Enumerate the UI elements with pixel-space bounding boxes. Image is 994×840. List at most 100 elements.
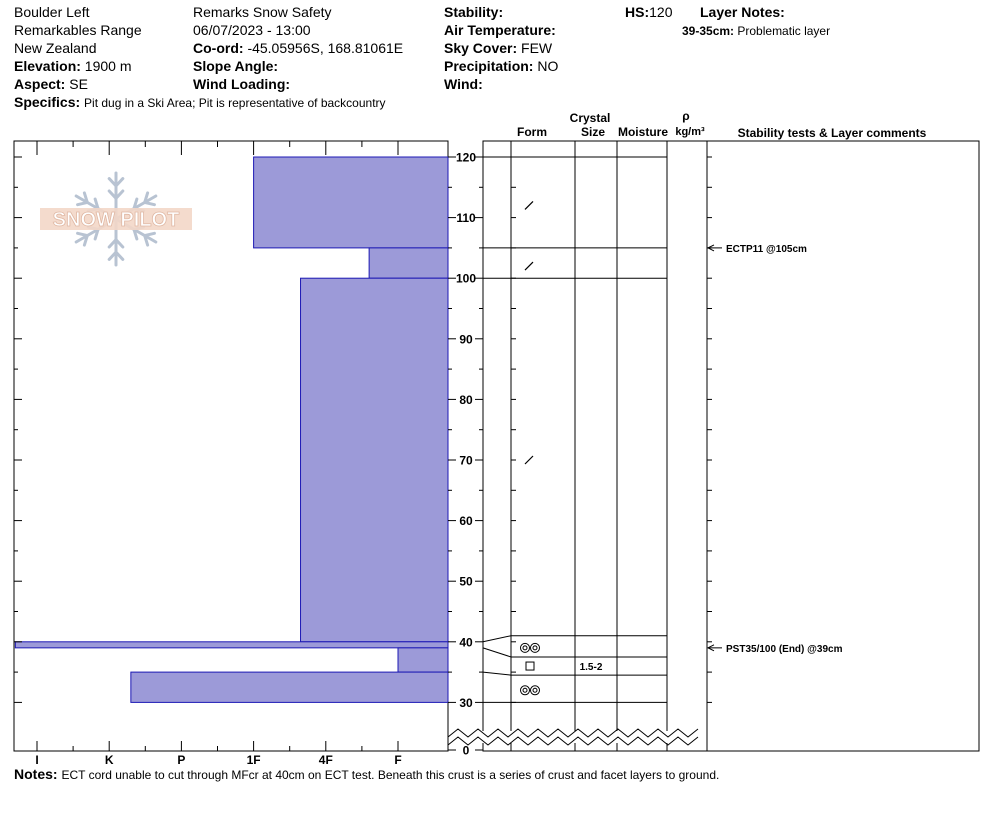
- notes-label: Notes:: [14, 766, 58, 782]
- coord-label: Co-ord:: [193, 40, 244, 56]
- wind-loading: Wind Loading:: [193, 75, 290, 93]
- slope-angle: Slope Angle:: [193, 57, 278, 75]
- depth-tick-label: 110: [456, 211, 476, 225]
- melt-form-icon: [520, 685, 540, 696]
- depth-tick-label: 90: [459, 332, 473, 346]
- hardness-bar: [300, 277, 449, 643]
- depth-tick-label: 40: [459, 635, 473, 649]
- range-name: Remarkables Range: [14, 22, 142, 38]
- sky-value: FEW: [521, 40, 553, 56]
- hardness-frame-ticks: [14, 141, 399, 751]
- rho-header: ρ: [682, 109, 689, 123]
- hardness-bar: [397, 647, 449, 673]
- snow-pilot-logo: SNOW PILOT: [40, 171, 192, 267]
- hardness-bars: [14, 156, 449, 703]
- hs-value: 120: [649, 4, 673, 20]
- hardness-bar: [14, 641, 449, 649]
- air-temperature: Air Temperature:: [444, 21, 556, 39]
- observation-datetime: 06/07/2023 - 13:00: [193, 22, 311, 38]
- layer-note: 39-35cm: Problematic layer: [682, 22, 830, 40]
- faceted-crystal-icon: [525, 661, 535, 671]
- precipitation: Precipitation: NO: [444, 57, 558, 75]
- wind-loading-label: Wind Loading:: [193, 76, 291, 92]
- layer-boundary: [482, 671, 667, 676]
- specifics: Specifics: Pit dug in a Ski Area; Pit is…: [14, 93, 386, 112]
- precipitation-particle-icon: [524, 201, 534, 210]
- hardness-tick-label: K: [105, 753, 114, 767]
- hardness-tick-label: I: [35, 753, 38, 767]
- hardness-tick-label: P: [177, 753, 185, 767]
- hardness-bar: [130, 671, 449, 703]
- elevation-value: 1900 m: [84, 58, 132, 74]
- stability-test-label: ECTP11 @105cm: [726, 244, 807, 255]
- depth-tick-label: 100: [456, 272, 476, 286]
- elevation-label: Elevation:: [14, 58, 81, 74]
- stability-header: Stability tests & Layer comments: [738, 126, 927, 140]
- depth-tick-label: 50: [459, 575, 473, 589]
- location-name: Boulder Left: [14, 4, 90, 20]
- depth-tick-label: 60: [459, 514, 473, 528]
- hardness-tick-label: 4F: [319, 753, 333, 767]
- layer-notes: Layer Notes:: [700, 3, 785, 21]
- precip-value: NO: [537, 58, 559, 74]
- hardness-axis-labels: I K P 1F 4F F: [35, 753, 401, 767]
- layer-boundary: [482, 635, 667, 643]
- elevation: Elevation: 1900 m: [14, 57, 132, 75]
- layer-note-range: 39-35cm:: [682, 24, 735, 38]
- country-name: New Zealand: [14, 40, 97, 56]
- hardness-tick-label: 1F: [247, 753, 261, 767]
- arrow-head-icon: [706, 244, 715, 252]
- precipitation-particle-icon: [524, 455, 534, 465]
- layer-notes-label: Layer Notes:: [700, 4, 785, 20]
- precip-label: Precipitation:: [444, 58, 534, 74]
- aspect: Aspect: SE: [14, 75, 88, 93]
- depth-tick-label: 120: [456, 151, 476, 165]
- density-unit-header: kg/m³: [675, 126, 705, 138]
- melt-form-icon: [520, 642, 540, 653]
- observer-name: Remarks Snow Safety: [193, 4, 332, 20]
- depth-tick-label: 70: [459, 454, 473, 468]
- hardness-bar: [368, 247, 449, 279]
- slope-label: Slope Angle:: [193, 58, 279, 74]
- depth-tick-label: 30: [459, 696, 473, 710]
- size-header: Size: [581, 125, 605, 139]
- arrow-head-icon: [706, 644, 715, 652]
- coordinates: Co-ord: -45.05956S, 168.81061E: [193, 39, 403, 57]
- moisture-header: Moisture: [618, 125, 668, 139]
- wind: Wind:: [444, 75, 483, 93]
- snow-height: HS:120: [625, 3, 672, 21]
- layer-grid: [447, 140, 980, 752]
- wind-label: Wind:: [444, 76, 483, 92]
- hardness-bar: [253, 156, 449, 249]
- logo-text: SNOW PILOT: [53, 209, 180, 231]
- depth-axis: 120 110 100 90 80 70 60 50 40 30 0: [448, 141, 484, 758]
- sky-cover: Sky Cover: FEW: [444, 39, 552, 57]
- aspect-label: Aspect:: [14, 76, 66, 92]
- crystal-forms: 1.5-2: [520, 201, 603, 696]
- stability-tests: ECTP11 @105cm PST35/100 (End) @39cm: [706, 244, 843, 655]
- depth-tick-label: 80: [459, 393, 473, 407]
- axis-break-line: [447, 736, 699, 746]
- layer-note-text: Problematic layer: [737, 24, 831, 38]
- axis-break-line: [447, 728, 699, 738]
- crystal-size-value: 1.5-2: [580, 662, 603, 673]
- coord-value: -45.05956S, 168.81061E: [247, 40, 404, 56]
- logo-banner: [40, 208, 192, 230]
- aspect-value: SE: [69, 76, 88, 92]
- stability: Stability:: [444, 3, 503, 21]
- sky-label: Sky Cover:: [444, 40, 518, 56]
- depth-tick-label: 0: [463, 744, 470, 758]
- form-header: Form: [517, 125, 547, 139]
- precipitation-particle-icon: [524, 261, 534, 271]
- notes-text: ECT cord unable to cut through MFcr at 4…: [61, 768, 720, 782]
- notes: Notes: ECT cord unable to cut through MF…: [14, 766, 719, 782]
- stability-test-label: PST35/100 (End) @39cm: [726, 644, 843, 655]
- hardness-tick-label: F: [394, 753, 401, 767]
- stability-label: Stability:: [444, 4, 504, 20]
- specifics-label: Specifics:: [14, 94, 81, 110]
- air-temp-label: Air Temperature:: [444, 22, 556, 38]
- specifics-value: Pit dug in a Ski Area; Pit is representa…: [84, 96, 386, 110]
- hs-label: HS:: [625, 4, 650, 20]
- crystal-header: Crystal: [570, 111, 611, 125]
